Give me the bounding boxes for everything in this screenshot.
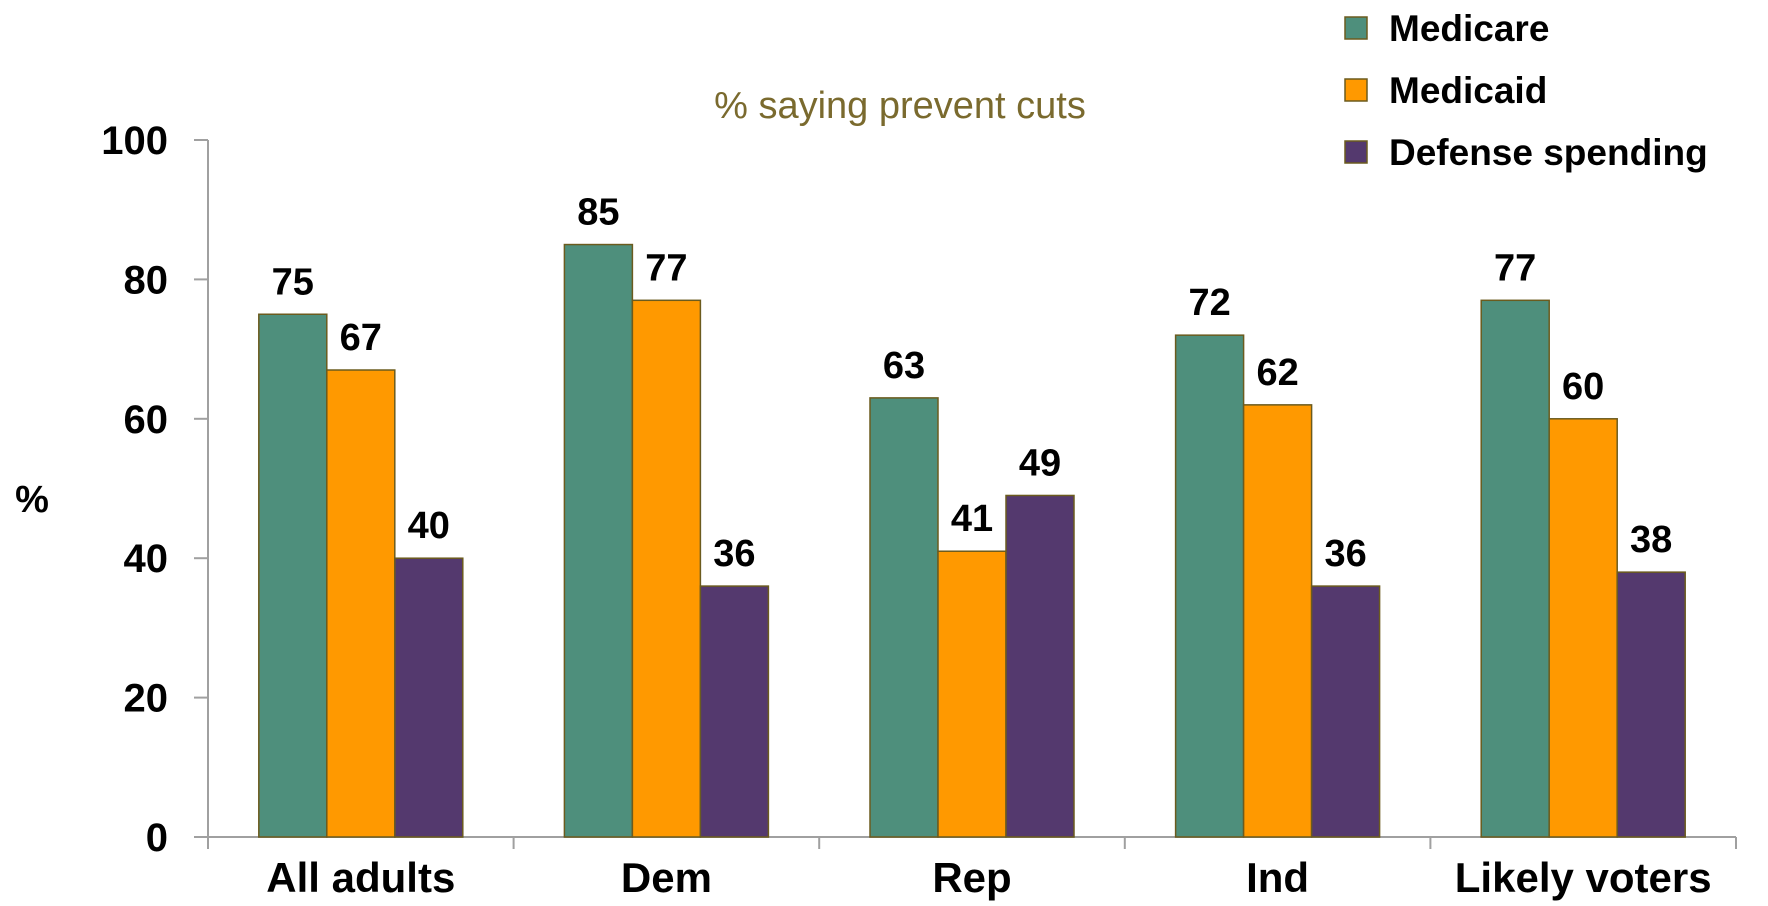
bar-medicaid [326, 369, 396, 838]
bar-medicaid [631, 299, 702, 838]
legend-swatch [1344, 16, 1368, 40]
bars: 75 67 40 85 77 36 63 41 49 72 62 36 77 60 38 [258, 192, 1686, 838]
y-tick-label: 60 [124, 398, 169, 442]
bar-medicare [563, 243, 634, 838]
bar-medicaid [937, 550, 1007, 838]
data-label: 38 [1630, 519, 1672, 561]
data-label: 40 [408, 505, 450, 547]
y-tick-label: 100 [101, 119, 168, 163]
bar-medicare [1174, 334, 1245, 838]
legend-swatch [1344, 140, 1368, 164]
bar-defense-spending [1005, 494, 1075, 838]
chart-title: % saying prevent cuts [714, 85, 1086, 127]
legend-label: Defense spending [1389, 132, 1708, 173]
data-label: 41 [951, 498, 993, 540]
legend-label: Medicare [1389, 8, 1549, 49]
bar-medicaid [1242, 404, 1313, 838]
bar-defense-spending [1310, 585, 1381, 838]
legend-label: Medicaid [1389, 70, 1547, 111]
data-label: 62 [1256, 352, 1298, 394]
x-tick-label: Likely voters [1455, 854, 1712, 901]
bar-medicaid [1548, 418, 1618, 838]
bar-defense-spending [1616, 571, 1686, 838]
x-tick-label: All adults [266, 854, 455, 901]
y-tick-label: 40 [124, 537, 169, 581]
data-label: 72 [1188, 282, 1230, 324]
x-tick-label: Dem [621, 854, 712, 901]
x-tick-label: Ind [1246, 854, 1309, 901]
x-tick-label: Rep [932, 854, 1011, 901]
data-label: 77 [645, 247, 687, 289]
legend-swatch [1344, 78, 1368, 102]
data-label: 67 [340, 317, 382, 359]
data-label: 36 [1324, 533, 1366, 575]
axes: 0 20 40 60 80 100 All adults Dem Rep Ind Likely vo… [101, 119, 1737, 901]
y-tick-label: 80 [124, 258, 169, 302]
data-label: 63 [883, 345, 925, 387]
data-label: 77 [1494, 247, 1536, 289]
data-label: 60 [1562, 366, 1604, 408]
data-label: 36 [713, 533, 755, 575]
bar-medicare [1480, 299, 1550, 838]
bar-defense-spending [699, 585, 770, 838]
data-label: 85 [577, 192, 619, 234]
bar-defense-spending [394, 557, 464, 838]
y-tick-label: 0 [146, 816, 168, 860]
y-tick-label: 20 [124, 677, 169, 721]
legend: Medicare Medicaid Defense spending [1344, 8, 1708, 173]
bar-medicare [869, 397, 939, 838]
data-label: 75 [272, 261, 314, 303]
y-axis-label: % [15, 479, 49, 521]
data-label: 49 [1019, 442, 1061, 484]
bar-medicare [258, 313, 328, 838]
